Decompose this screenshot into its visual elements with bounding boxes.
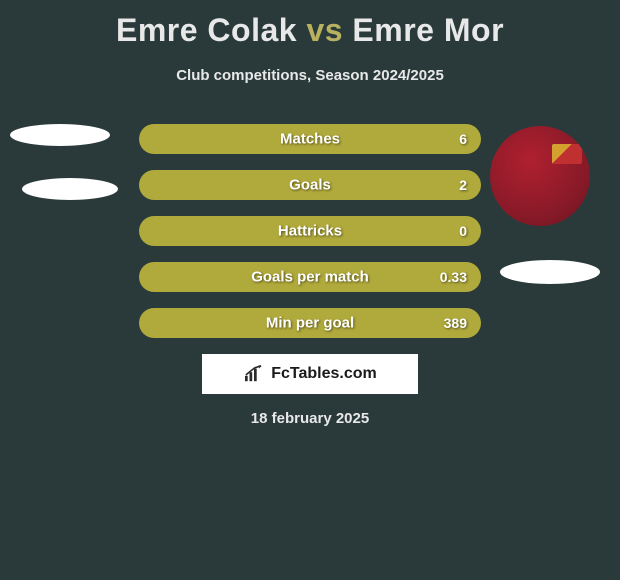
stat-label: Goals per match bbox=[251, 269, 369, 286]
vs-label: vs bbox=[306, 12, 343, 48]
player2-shadow-oval bbox=[500, 260, 600, 284]
stat-label: Hattricks bbox=[278, 223, 342, 240]
stat-value-right: 0 bbox=[459, 223, 467, 239]
stat-row-goals-per-match: Goals per match 0.33 bbox=[139, 262, 481, 292]
stat-label: Min per goal bbox=[266, 315, 354, 332]
stat-row-min-per-goal: Min per goal 389 bbox=[139, 308, 481, 338]
subtitle: Club competitions, Season 2024/2025 bbox=[0, 67, 620, 84]
branding-text: FcTables.com bbox=[271, 365, 377, 383]
stat-value-right: 389 bbox=[444, 315, 467, 331]
stat-value-right: 0.33 bbox=[440, 269, 467, 285]
stat-row-hattricks: Hattricks 0 bbox=[139, 216, 481, 246]
player1-name: Emre Colak bbox=[116, 12, 297, 48]
branding-badge: FcTables.com bbox=[202, 354, 418, 394]
stat-row-matches: Matches 6 bbox=[139, 124, 481, 154]
comparison-title: Emre Colak vs Emre Mor bbox=[0, 0, 620, 49]
stat-label: Matches bbox=[280, 131, 340, 148]
stat-value-right: 6 bbox=[459, 131, 467, 147]
player2-name: Emre Mor bbox=[352, 12, 504, 48]
stat-label: Goals bbox=[289, 177, 331, 194]
player2-avatar bbox=[490, 126, 590, 226]
chart-icon bbox=[243, 365, 265, 383]
player1-avatar-oval-top bbox=[10, 124, 110, 146]
date-label: 18 february 2025 bbox=[251, 410, 369, 427]
stat-row-goals: Goals 2 bbox=[139, 170, 481, 200]
stat-bars: Matches 6 Goals 2 Hattricks 0 Goals per … bbox=[139, 124, 481, 354]
player1-avatar-oval-bottom bbox=[22, 178, 118, 200]
stat-value-right: 2 bbox=[459, 177, 467, 193]
